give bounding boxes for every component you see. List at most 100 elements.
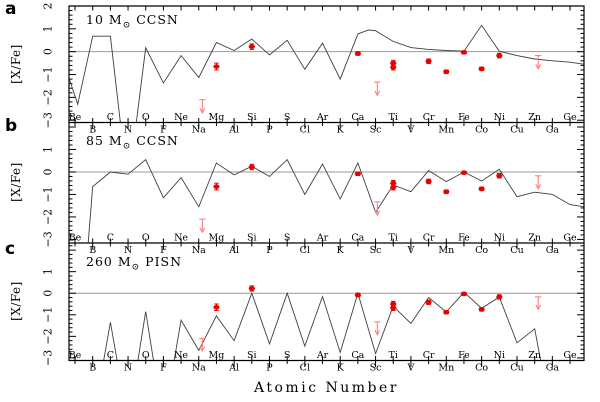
- element-label-K: K: [337, 125, 345, 136]
- element-label-Cr: Cr: [423, 350, 435, 361]
- x-ticks: [74, 356, 571, 367]
- element-label-Cu: Cu: [510, 363, 523, 374]
- y-tick-label-a: −1: [42, 66, 55, 82]
- y-axis-label-a: [X/Fe]: [9, 44, 23, 84]
- element-label-Ga: Ga: [546, 363, 560, 374]
- upper-limit-arrow-Na: [199, 337, 206, 353]
- observed-point-Ni: [496, 52, 503, 59]
- element-label-Be: Be: [69, 112, 82, 123]
- element-label-Zn: Zn: [528, 112, 541, 123]
- element-label-Mg: Mg: [209, 112, 225, 123]
- observed-point-Ni: [496, 294, 503, 300]
- upper-limit-arrow-Zn: [535, 296, 542, 311]
- observed-point-Fe: [460, 291, 468, 297]
- element-label-B: B: [89, 125, 96, 136]
- upper-limit-arrow-Sc: [374, 81, 381, 97]
- model-line-b: [87, 158, 584, 243]
- element-label-O: O: [142, 112, 150, 123]
- panel-letter-c: c: [5, 239, 16, 259]
- element-label-Cu: Cu: [510, 245, 523, 256]
- observed-point-Ni: [496, 173, 503, 179]
- observed-point-Si: [248, 285, 255, 292]
- element-label-Si: Si: [247, 350, 257, 361]
- model-line-a: [69, 24, 584, 122]
- element-labels: Be C O Ne Mg Si S Ar Ca Ti Cr Fe Ni Zn Ge B N F Na Al P Cl K Sc…: [69, 112, 577, 136]
- element-label-Mn: Mn: [438, 245, 454, 256]
- y-axis-label-b: [X/Fe]: [9, 162, 23, 202]
- observed-point-Mg: [213, 182, 220, 191]
- element-labels: Be C O Ne Mg Si S Ar Ca Ti Cr Fe Ni Zn Ge B N F Na Al P Cl K Sc…: [69, 350, 577, 374]
- panel-b: 1 0 −1 −2 −3: [42, 122, 584, 248]
- element-label-C: C: [107, 233, 114, 244]
- element-label-N: N: [124, 363, 132, 374]
- y-tick-label-b: 0: [42, 168, 55, 175]
- element-label-P: P: [266, 245, 273, 256]
- element-label-Ti: Ti: [389, 112, 398, 123]
- element-label-Ge: Ge: [563, 350, 577, 361]
- element-label-Na: Na: [192, 125, 206, 136]
- element-label-Cl: Cl: [300, 245, 310, 256]
- observed-point-Cr: [425, 58, 432, 65]
- element-label-Ca: Ca: [351, 112, 364, 123]
- element-label-Mg: Mg: [209, 350, 225, 361]
- element-label-Sc: Sc: [370, 245, 382, 256]
- observed-point-Mn: [443, 309, 450, 315]
- observed-points-b: [199, 163, 542, 234]
- y-tick-label-a: −2: [42, 89, 55, 105]
- element-label-Ni: Ni: [494, 233, 505, 244]
- element-label-Cl: Cl: [300, 363, 310, 374]
- x-ticks: [74, 6, 571, 11]
- element-label-Ar: Ar: [316, 233, 329, 244]
- axes-frame: [68, 5, 585, 362]
- element-label-Ne: Ne: [174, 233, 188, 244]
- observed-point-Ti: [390, 304, 397, 311]
- sun-symbol: ⊙: [122, 20, 132, 31]
- element-label-C: C: [107, 350, 114, 361]
- observed-point-Ti: [390, 63, 397, 71]
- element-label-Zn: Zn: [528, 350, 541, 361]
- observed-points-c: [199, 285, 542, 353]
- element-label-Ni: Ni: [494, 350, 505, 361]
- observed-point-Ca: [354, 171, 361, 177]
- upper-limit-arrow-Zn: [535, 55, 542, 70]
- element-label-Ca: Ca: [351, 233, 364, 244]
- element-label-K: K: [337, 245, 345, 256]
- panel-title-c-type: PISN: [140, 254, 183, 269]
- element-label-V: V: [406, 363, 414, 374]
- element-label-Be: Be: [69, 350, 82, 361]
- y-tick-label-b: −2: [42, 209, 55, 225]
- element-label-Zn: Zn: [528, 233, 541, 244]
- observed-point-Fe: [460, 50, 468, 55]
- element-label-Al: Al: [228, 245, 239, 256]
- element-label-B: B: [89, 245, 96, 256]
- observed-point-Co: [478, 66, 485, 72]
- x-axis-title: Atomic Number: [254, 380, 399, 396]
- y-axis-label-c: [X/Fe]: [9, 281, 23, 321]
- element-label-Ca: Ca: [351, 350, 364, 361]
- observed-point-Ca: [354, 51, 361, 56]
- element-label-F: F: [160, 363, 167, 374]
- observed-point-Mn: [443, 69, 450, 75]
- element-label-Ti: Ti: [389, 233, 398, 244]
- upper-limit-arrow-Zn: [535, 175, 542, 190]
- x-ticks: [74, 118, 571, 129]
- element-label-P: P: [266, 363, 273, 374]
- element-label-Al: Al: [228, 125, 239, 136]
- panel-title-b-text: 85 M: [86, 133, 123, 148]
- element-label-Ar: Ar: [316, 350, 329, 361]
- element-label-N: N: [124, 125, 132, 136]
- observed-point-Cr: [425, 178, 432, 185]
- y-tick-label-b: −3: [42, 231, 55, 247]
- panel-title-b: 85 M⊙ CCSN: [86, 133, 179, 152]
- element-label-S: S: [284, 233, 291, 244]
- element-label-Ar: Ar: [316, 112, 329, 123]
- element-label-Fe: Fe: [458, 112, 470, 123]
- element-label-Fe: Fe: [458, 233, 470, 244]
- element-label-Ga: Ga: [546, 245, 560, 256]
- element-label-Fe: Fe: [458, 350, 470, 361]
- element-label-B: B: [89, 363, 96, 374]
- observed-points-a: [199, 43, 542, 115]
- panel-letter-b: b: [5, 116, 18, 136]
